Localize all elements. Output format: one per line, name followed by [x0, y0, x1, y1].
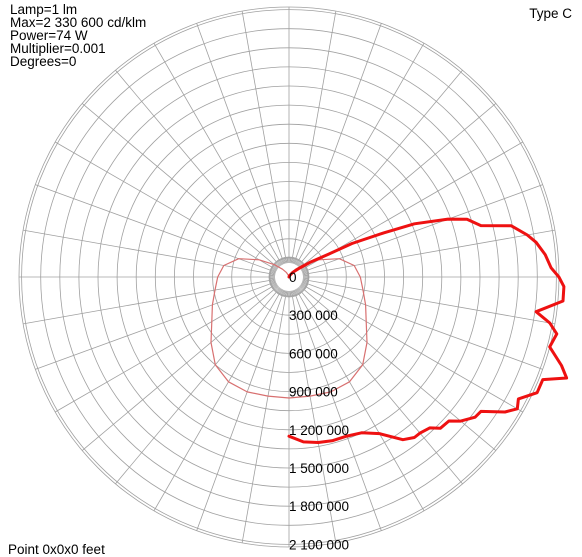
grid-spoke	[55, 142, 272, 267]
grid-spoke	[308, 185, 543, 271]
grid-spoke	[296, 296, 382, 531]
radial-tick-labels: 0 300 000 600 000 900 000 1 200 000 1 500 000…	[289, 270, 349, 552]
radial-tick-label: 1 200 000	[289, 423, 349, 438]
grid-spoke	[35, 284, 270, 370]
lamp-info: Lamp=1 lm Max=2 330 600 cd/klm Power=74 …	[10, 3, 146, 68]
grid-spoke	[304, 103, 496, 264]
grid-spoke	[296, 23, 382, 258]
grid-spoke	[306, 287, 523, 412]
radial-tick-label: 300 000	[289, 308, 338, 323]
radial-tick-label: 600 000	[289, 346, 338, 361]
intensity-curves	[211, 219, 567, 442]
grid-spoke	[82, 103, 274, 264]
degrees-label: Degrees=0	[10, 55, 146, 68]
point-label: Point 0x0x0 feet	[8, 542, 105, 557]
grid-spoke	[197, 296, 283, 531]
type-label: Type C	[529, 6, 572, 21]
radial-tick-label: 2 100 000	[289, 537, 349, 552]
grid-spoke	[82, 290, 274, 451]
grid-spoke	[154, 294, 279, 511]
radial-tick-label: 1 500 000	[289, 461, 349, 476]
grid-spoke	[299, 294, 424, 511]
grid-spoke	[35, 185, 270, 271]
radial-tick-label: 900 000	[289, 385, 338, 400]
grid-spoke	[197, 23, 283, 258]
grid-spoke	[115, 70, 276, 262]
grid-spoke	[115, 292, 276, 484]
grid-spoke	[308, 284, 543, 370]
grid-spoke	[55, 287, 272, 412]
grid-spoke	[154, 43, 279, 260]
radial-tick-label: 1 800 000	[289, 499, 349, 514]
radial-tick-label: 0	[289, 270, 297, 285]
